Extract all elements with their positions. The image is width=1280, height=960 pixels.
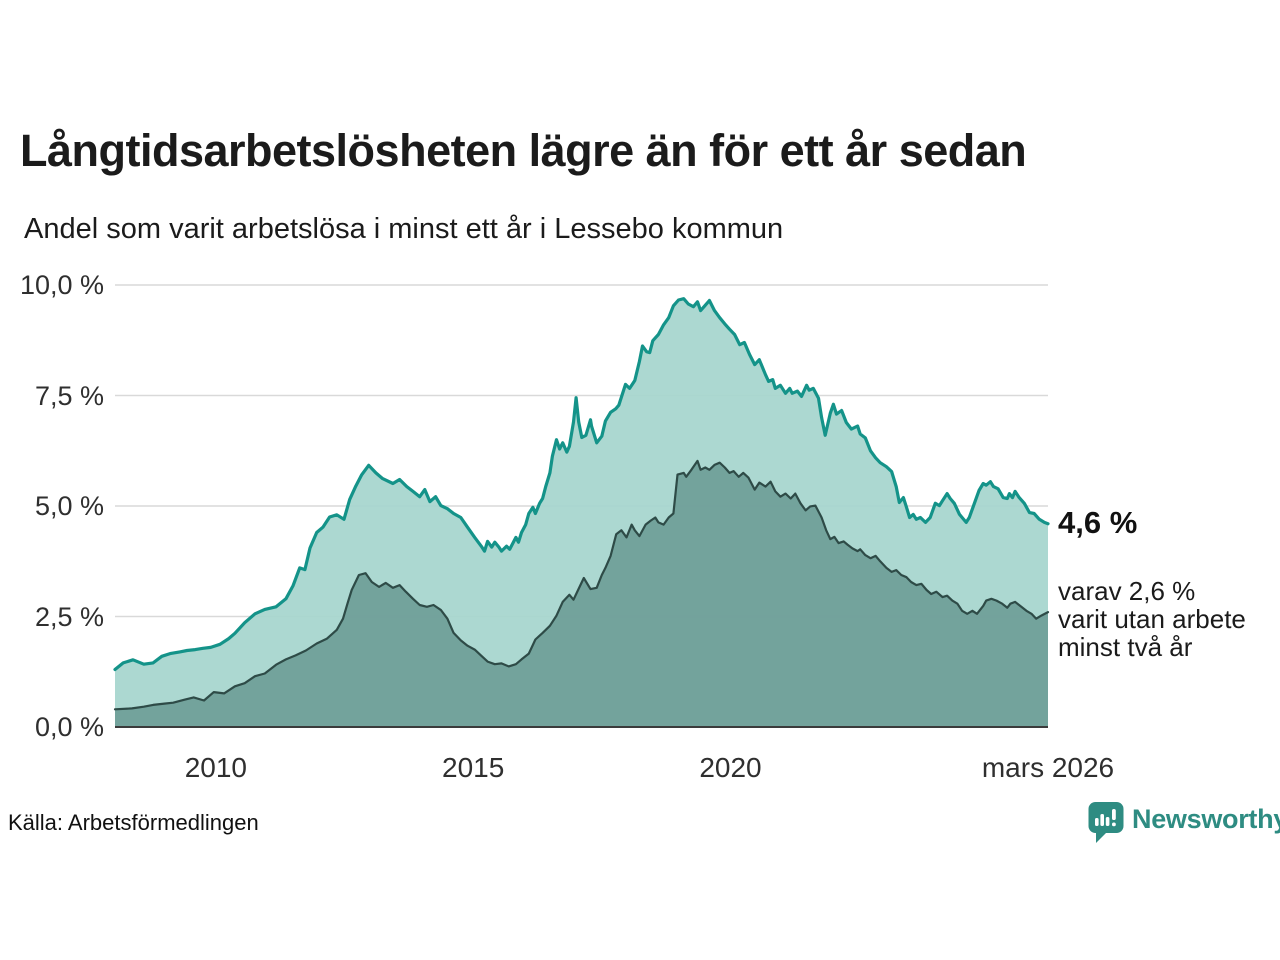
- x-tick-label: 2010: [184, 752, 247, 783]
- end-sub-label: varav 2,6 % varit utan arbete minst två …: [1058, 577, 1246, 661]
- y-tick-label: 7,5 %: [34, 380, 104, 411]
- line-minst-ett-ar: [113, 297, 1050, 672]
- x-tick-label: 2020: [699, 752, 762, 783]
- source-text: Källa: Arbetsförmedlingen: [8, 810, 259, 835]
- newsworthy-logo-text: Newsworthy: [1132, 804, 1280, 834]
- annotation-line: varit utan arbete: [1058, 604, 1246, 634]
- page-subtitle: Andel som varit arbetslösa i minst ett å…: [24, 213, 784, 245]
- y-tick-label: 5,0 %: [34, 491, 104, 521]
- area-minst-tva-ar: [115, 460, 1048, 727]
- newsworthy-logo-icon: [1088, 802, 1124, 843]
- page-title: Långtidsarbetslösheten lägre än för ett …: [20, 125, 1027, 176]
- y-tick-label: 2,5 %: [34, 601, 104, 632]
- x-tick-label: mars 2026: [981, 752, 1115, 783]
- newsworthy-logo: Newsworthy: [1088, 801, 1280, 845]
- y-tick-label: 10,0 %: [19, 270, 104, 300]
- y-tick-label: 0,0 %: [34, 712, 104, 742]
- line-minst-tva-ar: [113, 459, 1050, 711]
- annotation-line: varav 2,6 %: [1058, 576, 1196, 606]
- annotation-line: minst två år: [1058, 632, 1193, 662]
- x-tick-label: 2015: [442, 752, 505, 783]
- end-value-label: 4,6 %: [1058, 505, 1138, 540]
